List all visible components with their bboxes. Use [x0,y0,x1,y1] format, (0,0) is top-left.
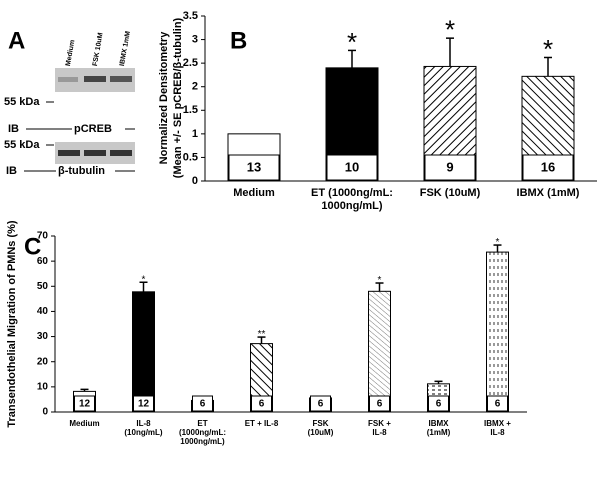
lane-label: FSK 10uM [92,32,105,67]
n-box [133,395,154,412]
y-tick-label: 0 [42,407,48,418]
n-box [251,395,272,412]
y-tick-label: 60 [37,256,49,267]
y-axis-label: Normalized Densitometry [158,31,170,165]
y-tick-label: 1.5 [183,104,198,116]
y-tick-label: 30 [37,331,49,342]
significance: * [445,15,455,45]
panel-label: C [24,233,41,260]
x-tick-label: FSK [313,419,329,428]
n-label: 12 [79,399,91,410]
significance: * [378,275,382,286]
n-label: 6 [200,399,206,410]
y-tick-label: 10 [37,381,49,392]
significance: ** [258,329,266,340]
y-axis-label: Transendothelial Migration of PMNs (%) [6,220,18,428]
y-axis-label: (Mean +/- SE pCREB/β-tubulin) [172,17,184,178]
n-box [74,395,95,412]
n-box [228,154,280,181]
x-tick-label: (1mM) [427,428,451,437]
lane-label: IBMX 1mM [119,30,132,66]
y-tick-label: 3.5 [183,10,198,22]
ib-label: IB [8,123,19,135]
n-box [522,154,574,181]
x-tick-label: IBMX + [484,419,511,428]
bar [486,251,509,413]
y-tick-label: 1 [192,128,198,140]
x-tick-label: FSK (10uM) [420,187,481,199]
x-tick-label: ET (1000ng/mL: [311,187,393,199]
x-tick-label: (1000ng/mL: [179,428,226,437]
antibody-label: pCREB [74,123,112,135]
n-label: 10 [345,159,359,174]
y-tick-label: 2.5 [183,57,198,69]
lane-label: Medium [65,39,76,66]
blot-band [58,150,80,156]
n-label: 9 [446,159,453,174]
blot-band [58,77,78,82]
blot-panel: A Medium FSK 10uM IBMX 1mM 55 kDa 55 kDa… [4,27,135,177]
y-tick-label: 2 [192,81,198,93]
marker-label: 55 kDa [4,139,40,151]
significance: * [496,237,500,248]
antibody-label: β-tubulin [58,165,105,177]
x-tick-label: ET [197,419,207,428]
n-box [369,395,390,412]
x-tick-label: (10ng/mL) [124,428,163,437]
x-tick-label: 1000ng/mL) [180,437,225,446]
n-label: 6 [377,399,383,410]
x-tick-label: Medium [233,187,275,199]
x-tick-label: IL-8 [490,428,505,437]
n-box [326,154,378,181]
x-tick-label: 1000ng/mL) [321,200,382,212]
marker-label: 55 kDa [4,96,40,108]
x-tick-label: IL-8 [372,428,387,437]
significance: * [543,34,553,64]
x-tick-label: Medium [69,419,99,428]
n-label: 12 [138,399,150,410]
n-box [428,395,449,412]
bar [132,291,155,413]
n-box [310,395,331,412]
x-tick-label: ET + IL-8 [245,419,279,428]
n-box [192,395,213,412]
n-label: 6 [495,399,501,410]
bar [368,290,391,413]
y-tick-label: 70 [37,231,49,242]
y-tick-label: 3 [192,33,198,45]
blot-band [110,76,132,82]
x-tick-label: IBMX (1mM) [517,187,580,199]
n-label: 16 [541,159,555,174]
panel-label: A [8,27,25,54]
panel-label: B [230,27,247,54]
n-label: 6 [259,399,265,410]
y-tick-label: 50 [37,281,49,292]
x-tick-label: FSK + [368,419,391,428]
y-tick-label: 0.5 [183,151,198,163]
x-tick-label: (10uM) [308,428,334,437]
blot-band [84,76,106,82]
x-tick-label: IBMX [429,419,450,428]
ib-label: IB [6,165,17,177]
n-label: 13 [247,159,261,174]
n-label: 6 [436,399,442,410]
significance: * [347,27,357,57]
y-tick-label: 20 [37,356,49,367]
n-box [424,154,476,181]
y-tick-label: 40 [37,306,49,317]
y-tick-label: 0 [192,175,198,187]
blot-band [110,150,132,156]
x-tick-label: IL-8 [136,419,151,428]
blot-band [84,150,106,156]
significance: * [142,274,146,285]
n-box [487,395,508,412]
n-label: 6 [318,399,324,410]
